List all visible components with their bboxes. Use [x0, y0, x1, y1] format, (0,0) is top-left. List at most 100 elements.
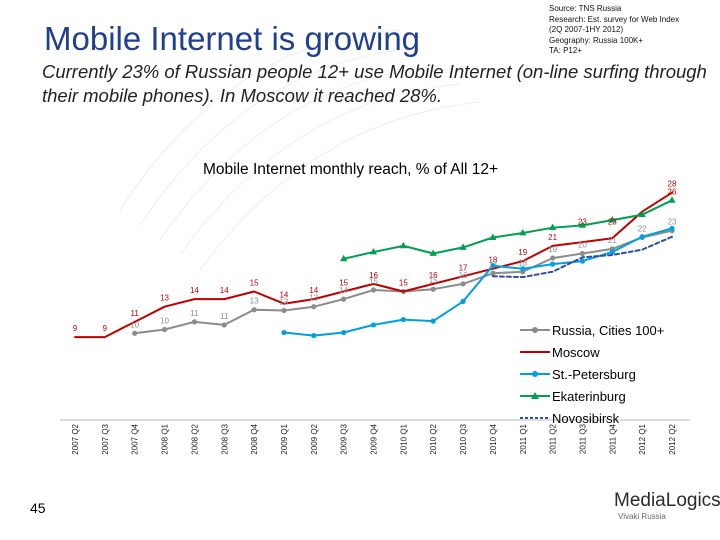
data-point: [341, 296, 347, 302]
data-label: 10: [130, 320, 139, 329]
chart-title: Mobile Internet monthly reach, % of All …: [203, 161, 499, 178]
x-tick-label: 2010 Q2: [429, 423, 438, 454]
data-point: [221, 322, 227, 328]
data-label: 16: [369, 271, 378, 280]
data-label: 14: [190, 286, 199, 295]
x-tick-label: 2010 Q4: [489, 423, 498, 454]
x-tick-label: 2008 Q4: [250, 423, 259, 454]
x-tick-label: 2009 Q4: [370, 423, 379, 454]
data-point: [340, 254, 348, 262]
data-point: [460, 281, 466, 287]
x-tick-label: 2007 Q4: [131, 423, 140, 454]
data-label: 15: [250, 279, 259, 288]
data-point: [251, 307, 257, 313]
page-number: 45: [30, 500, 46, 516]
legend-swatch: [520, 351, 550, 353]
data-label: 23: [578, 218, 587, 227]
data-label: 14: [309, 286, 318, 295]
data-label: 10: [160, 317, 169, 326]
series-line: [342, 199, 673, 260]
source-line: Source: TNS Russia: [549, 4, 622, 13]
logo-name: MediaLogics: [614, 490, 720, 511]
data-point: [609, 249, 615, 255]
data-label: 9: [103, 324, 108, 333]
data-point: [489, 233, 497, 240]
data-point: [668, 196, 676, 203]
x-tick-label: 2007 Q2: [71, 423, 80, 454]
data-point: [191, 319, 197, 325]
x-tick-label: 2010 Q1: [399, 423, 408, 454]
data-label: 22: [638, 225, 647, 234]
data-label: 15: [399, 279, 408, 288]
source-line: TA: P12+: [549, 46, 582, 55]
x-tick-label: 2009 Q1: [280, 423, 289, 454]
data-label: 9: [73, 324, 78, 333]
x-tick-label: 2012 Q1: [638, 423, 647, 454]
data-point: [459, 243, 467, 250]
x-tick-label: 2011 Q1: [519, 423, 528, 454]
data-label: 11: [220, 312, 229, 321]
series-line: [74, 191, 673, 339]
legend-swatch: [520, 417, 550, 419]
logo-subtext: Vivaki Russia: [618, 512, 666, 521]
page-subtitle: Currently 23% of Russian people 12+ use …: [42, 61, 707, 106]
x-tick-label: 2008 Q3: [220, 423, 229, 454]
x-tick-label: 2010 Q3: [459, 423, 468, 454]
data-label: 13: [250, 297, 259, 306]
data-point: [341, 329, 347, 336]
x-tick-label: 2011 Q3: [578, 423, 587, 454]
data-label: 21: [548, 233, 557, 242]
legend-label: Ekaterinburg: [552, 389, 626, 404]
data-point: [638, 210, 646, 218]
data-label: 15: [369, 277, 378, 286]
data-label: 19: [518, 248, 527, 257]
x-tick-label: 2012 Q2: [668, 423, 677, 454]
data-point: [430, 286, 436, 292]
data-label: 13: [160, 294, 169, 303]
data-label: 18: [518, 259, 527, 268]
data-point: [490, 270, 496, 276]
data-point: [311, 304, 317, 310]
data-label: 23: [668, 218, 677, 227]
legend-swatch: [520, 371, 550, 377]
data-point: [550, 261, 556, 267]
data-label: 17: [488, 260, 497, 269]
x-tick-label: 2008 Q1: [161, 423, 170, 454]
data-point: [549, 223, 557, 231]
data-point: [579, 258, 586, 264]
data-label: 13: [279, 298, 288, 307]
data-label: 14: [339, 286, 348, 295]
data-point: [161, 326, 168, 333]
data-point: [399, 241, 407, 249]
legend-label: Russia, Cities 100+: [552, 323, 665, 338]
x-tick-label: 2009 Q3: [340, 423, 349, 454]
data-point: [550, 255, 556, 261]
data-label: 26: [668, 187, 677, 196]
data-label: 13: [309, 294, 318, 303]
source-line: Research: Est. survey for Web Index: [549, 14, 680, 24]
legend-label: St.-Petersburg: [552, 367, 636, 382]
data-label: 17: [459, 263, 468, 272]
data-point: [639, 234, 645, 240]
data-point: [281, 329, 287, 336]
series-line: [283, 227, 673, 337]
data-label: 16: [459, 271, 468, 280]
legend-swatch: [520, 392, 550, 399]
data-point: [281, 307, 287, 314]
data-label: 16: [429, 271, 438, 280]
data-point: [369, 247, 378, 255]
data-label: 23: [608, 218, 617, 227]
data-label: 15: [429, 276, 438, 285]
data-label: 14: [279, 291, 288, 300]
x-tick-label: 2008 Q2: [190, 423, 199, 454]
source-note: Source: TNS Russia Research: Est. survey…: [549, 4, 679, 57]
data-label: 20: [578, 241, 587, 250]
data-point: [669, 225, 675, 232]
medialogics-logo: MediaLogics Vivaki Russia: [614, 490, 720, 521]
data-point: [430, 318, 436, 324]
data-point: [370, 322, 377, 328]
data-point: [579, 250, 586, 257]
data-label: 14: [220, 286, 229, 295]
